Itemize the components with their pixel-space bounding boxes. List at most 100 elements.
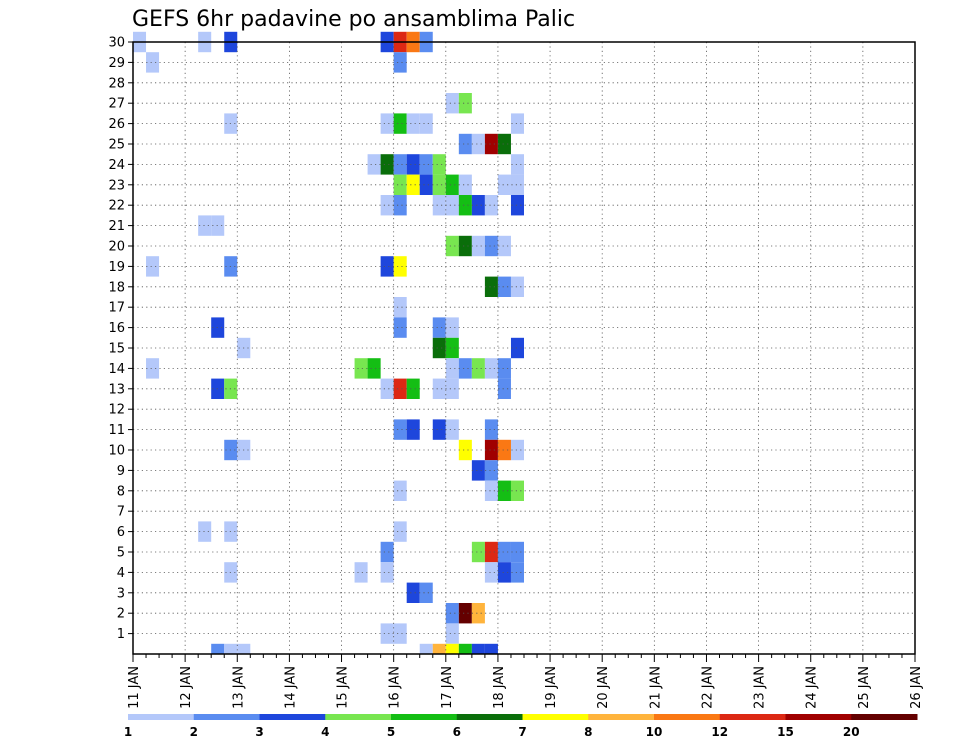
y-tick-label: 29 (108, 56, 125, 71)
precip-cell (445, 337, 459, 359)
precip-cell (510, 154, 524, 175)
legend-label: 8 (584, 725, 592, 739)
legend-swatch (259, 714, 326, 720)
legend-label: 3 (255, 725, 263, 739)
x-tick-label: 11 JAN (127, 666, 142, 709)
y-tick-label: 24 (108, 158, 125, 173)
precip-cell-edge (224, 643, 238, 654)
precip-cell (484, 235, 498, 257)
x-tick-label: 17 JAN (440, 666, 455, 709)
precip-cell (484, 276, 498, 297)
y-tick-label: 10 (108, 444, 125, 459)
y-tick-label: 3 (117, 586, 125, 601)
precip-cell (471, 541, 485, 563)
x-tick-label: 24 JAN (805, 666, 820, 709)
x-tick-label: 16 JAN (388, 666, 403, 709)
precip-cell (146, 256, 160, 277)
precip-cell-edge (211, 643, 225, 654)
precip-cell (445, 378, 459, 399)
y-tick-label: 16 (108, 321, 125, 336)
precip-cell (510, 480, 524, 501)
y-tick-label: 19 (108, 260, 125, 275)
precip-cell (497, 276, 511, 297)
precip-cell (471, 358, 485, 379)
legend-swatch (325, 714, 392, 720)
precip-cell (445, 93, 459, 114)
precip-cell (510, 174, 524, 195)
precip-cell (393, 419, 407, 440)
precip-cell-edge (432, 643, 446, 654)
y-tick-label: 18 (108, 280, 125, 295)
x-tick-label: 21 JAN (648, 666, 663, 709)
precip-cell (393, 623, 407, 644)
precip-cell (484, 541, 498, 563)
legend: 1 2 3 4 5 6 7 8 10 12 15 20 (124, 714, 918, 739)
x-tick-label: 26 JAN (909, 666, 924, 709)
y-tick-label: 15 (108, 342, 125, 357)
precip-cell (497, 235, 511, 257)
legend-swatch (654, 714, 721, 720)
precip-cell (445, 174, 459, 195)
x-tick-label: 20 JAN (596, 666, 611, 709)
precip-cell (367, 358, 381, 379)
y-tick-label: 13 (108, 382, 125, 397)
precip-cell (510, 562, 524, 583)
y-tick-label: 4 (117, 566, 125, 581)
x-tick-label: 12 JAN (179, 666, 194, 709)
x-tick-label: 14 JAN (283, 666, 298, 709)
precip-cell (471, 603, 485, 624)
precip-cell (380, 541, 394, 563)
y-tick-label: 25 (108, 138, 125, 153)
precip-cell (458, 439, 472, 461)
precip-cell (419, 113, 433, 134)
precip-cell (445, 603, 459, 624)
precip-cell (458, 235, 472, 257)
precip-cell (393, 378, 407, 399)
precip-cell (419, 154, 433, 175)
precip-cell (497, 358, 511, 379)
y-tick-label: 26 (108, 117, 125, 132)
precip-cell (406, 582, 420, 603)
precip-cell (406, 174, 420, 195)
precip-cell-edge (419, 643, 433, 654)
grid-layer (133, 42, 915, 654)
legend-label: 15 (777, 725, 794, 739)
precip-cell (146, 52, 160, 73)
legend-swatch (588, 714, 655, 720)
y-tick-label: 27 (108, 97, 125, 112)
precip-cell-edge (484, 643, 498, 654)
x-tick-label: 18 JAN (492, 666, 507, 709)
chart-title: GEFS 6hr padavine po ansamblima Palic (132, 7, 575, 32)
precip-cell (458, 93, 472, 114)
legend-label: 2 (190, 725, 198, 739)
precip-cell (445, 623, 459, 644)
precip-cell (380, 195, 394, 216)
precip-cell (510, 541, 524, 563)
precip-cell (406, 154, 420, 175)
x-tick-label: 25 JAN (857, 666, 872, 709)
legend-label: 12 (711, 725, 728, 739)
precip-cell (146, 358, 160, 379)
precip-cell (393, 480, 407, 501)
precip-cell (484, 439, 498, 461)
precip-cell (497, 562, 511, 583)
precip-cell (510, 276, 524, 297)
precip-cell-edge (237, 643, 251, 654)
y-tick-label: 6 (117, 525, 125, 540)
precip-cell (458, 174, 472, 195)
legend-swatch (851, 714, 918, 720)
y-tick-label: 20 (108, 240, 125, 255)
precip-cell (445, 317, 459, 338)
precip-cell (198, 215, 212, 236)
precip-cell (484, 562, 498, 583)
precip-cell (445, 358, 459, 379)
legend-swatch (391, 714, 458, 720)
x-axis: 11 JAN 12 JAN 13 JAN 14 JAN 15 JAN 16 JAN 17 J… (127, 654, 924, 709)
precip-cell (471, 460, 485, 481)
y-tick-label: 11 (108, 423, 125, 438)
precip-cell (445, 419, 459, 440)
precip-cell (393, 174, 407, 195)
precip-cell (406, 113, 420, 134)
precip-cell (393, 52, 407, 73)
precip-cell (419, 582, 433, 603)
